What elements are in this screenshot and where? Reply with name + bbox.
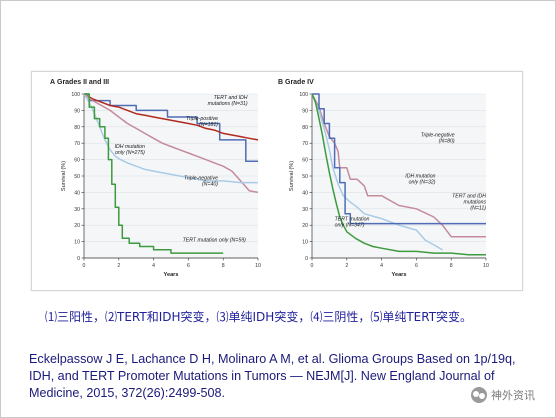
- wechat-icon: [471, 387, 487, 403]
- km-curve-2: [83, 93, 259, 141]
- km-curve-3: [83, 93, 259, 194]
- x-tick-label: 4: [380, 263, 383, 269]
- y-tick-label: 100: [299, 92, 308, 98]
- x-tick-label: 2: [117, 263, 120, 269]
- figure-caption: ⑴三阳性，⑵TERT和IDH突变，⑶单纯IDH突变，⑷三阴性，⑸单纯TERT突变…: [45, 310, 473, 324]
- reference-citation: Eckelpassow J E, Lachance D H, Molinaro …: [29, 352, 516, 400]
- y-tick-label: 50: [302, 174, 308, 180]
- y-tick-label: 60: [302, 158, 308, 164]
- watermark-text: 神外资讯: [491, 389, 535, 402]
- y-tick-label: 90: [74, 108, 80, 114]
- x-tick-label: 0: [83, 263, 86, 269]
- y-tick-label: 10: [74, 240, 80, 246]
- series-label: TERT mutation only (N=347): [335, 216, 370, 228]
- x-tick-label: 10: [255, 263, 261, 269]
- y-tick-label: 30: [74, 207, 80, 213]
- y-tick-label: 100: [71, 92, 80, 98]
- x-tick-label: 8: [450, 263, 453, 269]
- x-tick-label: 2: [345, 263, 348, 269]
- y-tick-label: 40: [302, 190, 308, 196]
- y-tick-label: 10: [302, 240, 308, 246]
- km-curve-4: [83, 93, 258, 184]
- chart-panel-b: B Grade IV 0 10 20 30 40 50 60 70 80 90 100 0 2 4 6 8 10 Ye…: [278, 79, 489, 278]
- x-tick-label: 6: [415, 263, 418, 269]
- chart-panel-a: A Grades II and III0102030405060708090100…: [50, 79, 261, 278]
- y-tick-label: 20: [74, 223, 80, 229]
- panel-title: Grades II and III: [57, 79, 109, 86]
- y-tick-label: 80: [74, 125, 80, 131]
- series-label: TERT and IDH mutations (N=11): [452, 193, 486, 211]
- y-tick-label: 70: [74, 141, 80, 147]
- km-curve-3: [312, 93, 486, 225]
- km-curve-5: [84, 93, 224, 254]
- y-axis-label: Survival (%): [289, 161, 295, 191]
- y-tick-label: 60: [74, 158, 80, 164]
- series-label: Triple-positive (N=181): [186, 116, 218, 128]
- series-label: IDH mutation only (N=275): [115, 144, 146, 156]
- y-tick-label: 40: [74, 190, 80, 196]
- series-label: Triple-negative (N=40): [184, 175, 218, 187]
- series-label: Triple-negative (N=80): [421, 133, 455, 145]
- panel-letter: A: [50, 79, 55, 86]
- x-tick-label: 4: [152, 263, 155, 269]
- y-tick-label: 0: [77, 256, 80, 262]
- km-curve-1: [84, 93, 258, 162]
- panel-letter: B: [278, 79, 283, 86]
- series-label: IDH mutation only (N=32): [405, 174, 436, 186]
- x-tick-label: 0: [311, 263, 314, 269]
- y-tick-label: 50: [74, 174, 80, 180]
- figure-frame: A Grades II and III 0 10 20 30 40 50 60 70 80 90 100…: [31, 71, 523, 291]
- y-tick-label: 70: [302, 141, 308, 147]
- watermark: 神外资讯: [471, 386, 535, 404]
- x-tick-label: 10: [483, 263, 489, 269]
- x-axis-label: Years: [392, 272, 407, 278]
- y-axis-label: Survival (%): [61, 161, 67, 191]
- y-tick-label: 20: [302, 223, 308, 229]
- y-tick-label: 0: [305, 256, 308, 262]
- panel-title: Grade IV: [285, 79, 314, 86]
- x-tick-label: 6: [187, 263, 190, 269]
- y-tick-label: 80: [302, 125, 308, 131]
- x-axis-label: Years: [164, 272, 179, 278]
- y-tick-label: 30: [302, 207, 308, 213]
- km-curve-4: [311, 93, 486, 256]
- series-label: TERT and IDH mutations (N=31): [208, 95, 248, 107]
- y-tick-label: 90: [302, 108, 308, 114]
- km-curve-2: [311, 93, 443, 251]
- x-tick-label: 8: [222, 263, 225, 269]
- series-label: TERT mutation only (N=59): [183, 238, 246, 244]
